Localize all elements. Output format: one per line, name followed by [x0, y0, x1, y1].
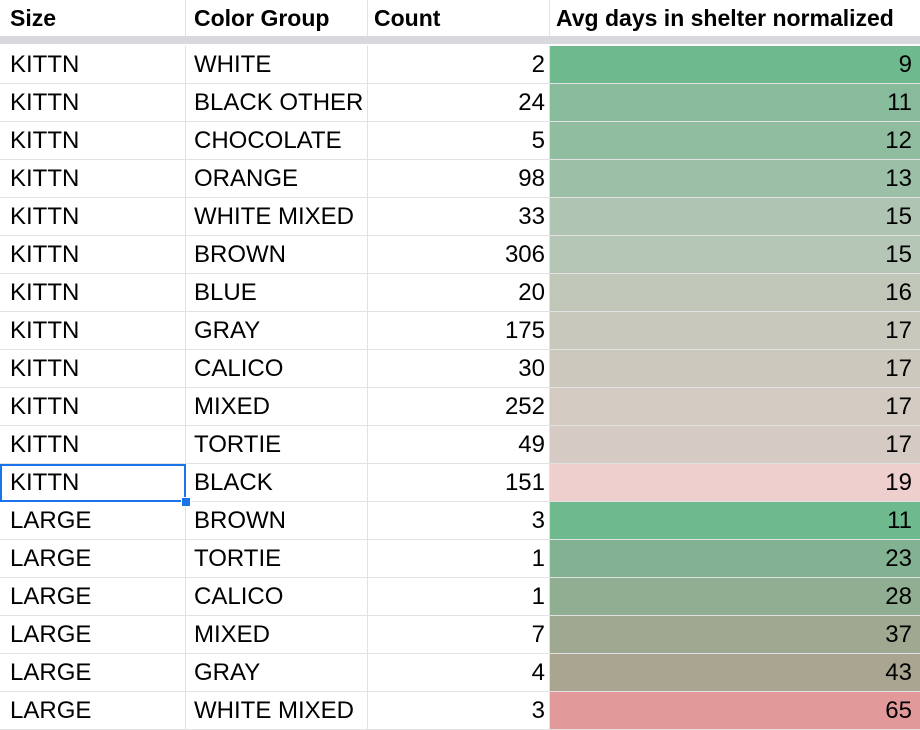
- cell-count[interactable]: 5: [368, 122, 550, 160]
- cell-size[interactable]: LARGE: [0, 502, 186, 540]
- cell-color-group[interactable]: GRAY: [186, 312, 368, 350]
- cell-count[interactable]: 1: [368, 578, 550, 616]
- cell-count[interactable]: 252: [368, 388, 550, 426]
- cell-avg-days[interactable]: 13: [550, 160, 920, 198]
- cell-avg-days[interactable]: 17: [550, 388, 920, 426]
- table-row: LARGE TORTIE 1 23: [0, 540, 920, 578]
- cell-count[interactable]: 1: [368, 540, 550, 578]
- cell-avg-days[interactable]: 23: [550, 540, 920, 578]
- column-header-size[interactable]: Size: [0, 0, 186, 37]
- cell-count[interactable]: 98: [368, 160, 550, 198]
- cell-count[interactable]: 7: [368, 616, 550, 654]
- cell-count[interactable]: 30: [368, 350, 550, 388]
- cell-avg-days[interactable]: 17: [550, 312, 920, 350]
- cell-color-group[interactable]: BLUE: [186, 274, 368, 312]
- cell-color-group[interactable]: ORANGE: [186, 160, 368, 198]
- cell-size[interactable]: KITTN: [0, 464, 186, 502]
- cell-size[interactable]: KITTN: [0, 274, 186, 312]
- cell-count[interactable]: 20: [368, 274, 550, 312]
- table-row: KITTN ORANGE 98 13: [0, 160, 920, 198]
- cell-avg-days[interactable]: 11: [550, 84, 920, 122]
- cell-count[interactable]: 4: [368, 654, 550, 692]
- header-row: Size Color Group Count Avg days in shelt…: [0, 0, 920, 37]
- cell-avg-days[interactable]: 16: [550, 274, 920, 312]
- cell-avg-days[interactable]: 15: [550, 236, 920, 274]
- fill-handle[interactable]: [181, 497, 191, 507]
- table-row: LARGE WHITE MIXED 3 65: [0, 692, 920, 730]
- cell-count[interactable]: 24: [368, 84, 550, 122]
- table-row: KITTN CHOCOLATE 5 12: [0, 122, 920, 160]
- cell-avg-days[interactable]: 19: [550, 464, 920, 502]
- cell-color-group[interactable]: CHOCOLATE: [186, 122, 368, 160]
- cell-count[interactable]: 3: [368, 692, 550, 730]
- cell-size[interactable]: KITTN: [0, 46, 186, 84]
- cell-color-group[interactable]: MIXED: [186, 388, 368, 426]
- cell-size[interactable]: KITTN: [0, 160, 186, 198]
- cell-color-group[interactable]: WHITE MIXED: [186, 692, 368, 730]
- table-row: KITTN TORTIE 49 17: [0, 426, 920, 464]
- cell-color-group[interactable]: BROWN: [186, 236, 368, 274]
- cell-avg-days[interactable]: 11: [550, 502, 920, 540]
- cell-avg-days[interactable]: 28: [550, 578, 920, 616]
- cell-count[interactable]: 151: [368, 464, 550, 502]
- cell-size[interactable]: KITTN: [0, 388, 186, 426]
- table-row: LARGE MIXED 7 37: [0, 616, 920, 654]
- cell-size[interactable]: KITTN: [0, 198, 186, 236]
- cell-avg-days[interactable]: 17: [550, 426, 920, 464]
- cell-size[interactable]: LARGE: [0, 540, 186, 578]
- cell-avg-days[interactable]: 17: [550, 350, 920, 388]
- column-header-count[interactable]: Count: [368, 0, 550, 37]
- cell-color-group[interactable]: BLACK: [186, 464, 368, 502]
- column-header-color-group[interactable]: Color Group: [186, 0, 368, 37]
- table-row: KITTN BLACK 151 19: [0, 464, 920, 502]
- column-header-avg-days[interactable]: Avg days in shelter normalized: [550, 0, 920, 37]
- table-row: LARGE BROWN 3 11: [0, 502, 920, 540]
- cell-count[interactable]: 49: [368, 426, 550, 464]
- cell-color-group[interactable]: TORTIE: [186, 540, 368, 578]
- frozen-row-divider[interactable]: [0, 36, 920, 44]
- table-row: KITTN BROWN 306 15: [0, 236, 920, 274]
- cell-size[interactable]: KITTN: [0, 350, 186, 388]
- cell-size[interactable]: KITTN: [0, 84, 186, 122]
- cell-color-group[interactable]: WHITE MIXED: [186, 198, 368, 236]
- cell-avg-days[interactable]: 12: [550, 122, 920, 160]
- cell-color-group[interactable]: CALICO: [186, 350, 368, 388]
- table-row: KITTN BLUE 20 16: [0, 274, 920, 312]
- cell-color-group[interactable]: BLACK OTHER: [186, 84, 368, 122]
- cell-count[interactable]: 306: [368, 236, 550, 274]
- cell-avg-days[interactable]: 9: [550, 46, 920, 84]
- cell-count[interactable]: 175: [368, 312, 550, 350]
- cell-size[interactable]: LARGE: [0, 692, 186, 730]
- cell-color-group[interactable]: TORTIE: [186, 426, 368, 464]
- table-row: LARGE CALICO 1 28: [0, 578, 920, 616]
- cell-avg-days[interactable]: 43: [550, 654, 920, 692]
- table-row: KITTN CALICO 30 17: [0, 350, 920, 388]
- cell-size[interactable]: LARGE: [0, 616, 186, 654]
- cell-avg-days[interactable]: 37: [550, 616, 920, 654]
- cell-color-group[interactable]: WHITE: [186, 46, 368, 84]
- cell-size[interactable]: KITTN: [0, 122, 186, 160]
- cell-size[interactable]: KITTN: [0, 312, 186, 350]
- cell-color-group[interactable]: GRAY: [186, 654, 368, 692]
- table-row: KITTN BLACK OTHER 24 11: [0, 84, 920, 122]
- table-row: KITTN GRAY 175 17: [0, 312, 920, 350]
- table-row: KITTN MIXED 252 17: [0, 388, 920, 426]
- cell-color-group[interactable]: CALICO: [186, 578, 368, 616]
- cell-color-group[interactable]: MIXED: [186, 616, 368, 654]
- table-row: KITTN WHITE 2 9: [0, 46, 920, 84]
- cell-count[interactable]: 2: [368, 46, 550, 84]
- cell-count[interactable]: 3: [368, 502, 550, 540]
- cell-color-group[interactable]: BROWN: [186, 502, 368, 540]
- cell-avg-days[interactable]: 65: [550, 692, 920, 730]
- cell-avg-days[interactable]: 15: [550, 198, 920, 236]
- table-row: KITTN WHITE MIXED 33 15: [0, 198, 920, 236]
- cell-size[interactable]: LARGE: [0, 654, 186, 692]
- cell-size[interactable]: LARGE: [0, 578, 186, 616]
- table-row: LARGE GRAY 4 43: [0, 654, 920, 692]
- cell-size[interactable]: KITTN: [0, 426, 186, 464]
- cell-count[interactable]: 33: [368, 198, 550, 236]
- cell-size[interactable]: KITTN: [0, 236, 186, 274]
